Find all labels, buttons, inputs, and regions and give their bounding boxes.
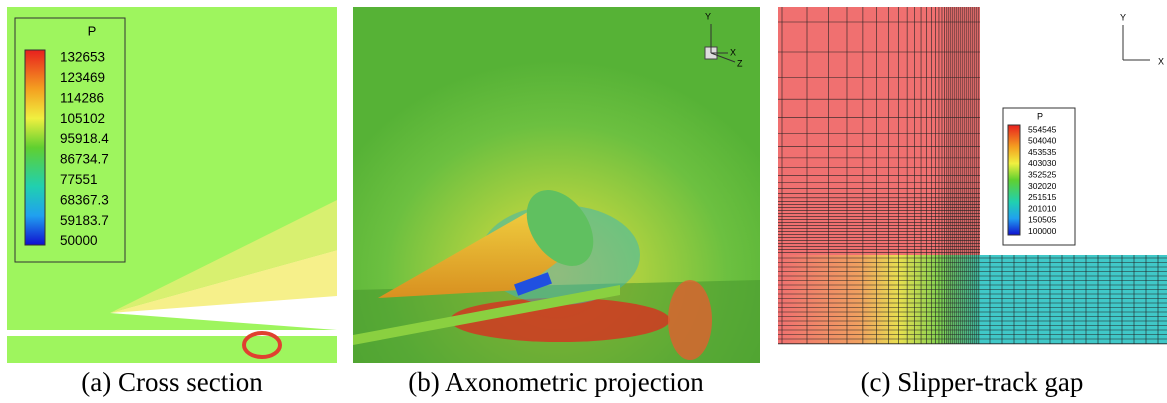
legend-label: 100000 (1028, 226, 1057, 236)
panel-c: P Y X (778, 7, 1167, 363)
legend-label: 352525 (1028, 169, 1057, 179)
legend-label: 251515 (1028, 192, 1057, 202)
axis-label: Y (1120, 12, 1126, 22)
legend-label: 504040 (1028, 136, 1057, 146)
caption: (a) Cross section (81, 367, 263, 397)
legend-label: 95918.4 (60, 131, 109, 146)
panel-b: Y X Z (353, 7, 760, 363)
legend-label: 123469 (60, 70, 105, 85)
legend-label: 453535 (1028, 147, 1057, 157)
axis-label: X (1158, 56, 1164, 66)
legend-label: 105102 (60, 111, 105, 126)
legend-label: 403030 (1028, 158, 1057, 168)
legend-title: P (1037, 111, 1043, 121)
color-bar (25, 50, 45, 245)
caption: (c) Slipper-track gap (861, 367, 1084, 397)
legend-label: 554545 (1028, 124, 1057, 134)
axis-label: X (730, 47, 736, 57)
figure: P Y X Z P Y X (a) Cross section (b) Axon… (0, 0, 1167, 403)
axis-label: Z (737, 58, 743, 68)
color-bar (1008, 125, 1020, 235)
axis-label: Y (705, 11, 711, 21)
legend-label: 59183.7 (60, 213, 109, 228)
legend-label: 150505 (1028, 215, 1057, 225)
contour-region (980, 255, 1167, 344)
legend-label: 114286 (60, 90, 104, 105)
contour-region (778, 255, 980, 344)
legend-label: 77551 (60, 172, 98, 187)
legend-label: 86734.7 (60, 152, 109, 167)
contour-region (668, 280, 712, 360)
legend-label: 132653 (60, 50, 105, 65)
track (7, 330, 337, 336)
legend-title: P (88, 23, 97, 38)
legend-label: 50000 (60, 233, 98, 248)
legend-label: 302020 (1028, 181, 1057, 191)
panel-a: P (7, 7, 337, 363)
caption: (b) Axonometric projection (408, 367, 704, 397)
legend-label: 68367.3 (60, 192, 109, 207)
legend-label: 201010 (1028, 203, 1057, 213)
